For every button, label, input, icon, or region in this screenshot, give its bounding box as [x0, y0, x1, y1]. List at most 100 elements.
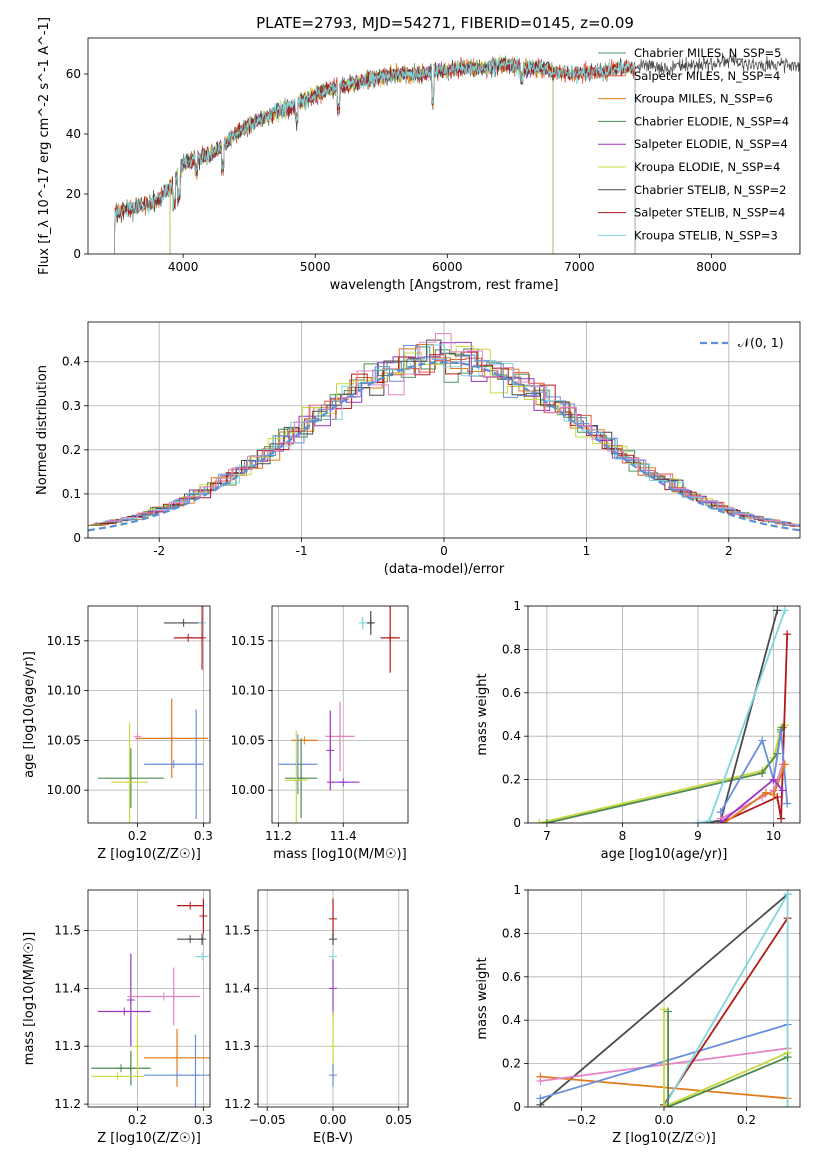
y-axis-label: mass [log10(M/M☉)] — [22, 932, 37, 1065]
weight-line — [539, 893, 789, 1106]
panel-mass-vs-ebv: −0.05 0.00 0.05 11.2 11.3 11.4 11.5 E(B-V) — [224, 889, 412, 1146]
plot-area — [258, 890, 408, 1107]
point-marker — [297, 774, 306, 783]
x-axis-label: (data-model)/error — [384, 562, 505, 577]
data-point — [135, 698, 209, 779]
point-marker — [329, 952, 337, 961]
weight-marker — [783, 630, 792, 639]
weight-line — [723, 764, 786, 823]
data-point — [199, 898, 208, 934]
plot-area — [114, 52, 800, 254]
point-marker — [339, 778, 348, 787]
axes-frame — [527, 605, 801, 824]
x-tick-label: 0.3 — [194, 1113, 213, 1127]
data-point — [127, 992, 201, 1001]
data-point — [126, 953, 135, 1047]
histogram-step — [95, 341, 800, 527]
data-point — [97, 1007, 151, 1016]
point-marker — [329, 1042, 337, 1051]
point-marker — [173, 1053, 182, 1062]
x-tick-label: 2 — [725, 544, 733, 558]
x-tick-label: 1 — [583, 544, 591, 558]
y-tick-label: 10.15 — [47, 634, 81, 648]
x-tick-label: 5000 — [300, 260, 331, 274]
y-tick-label: 10.10 — [231, 684, 265, 698]
point-marker — [116, 1064, 125, 1073]
weight-marker — [762, 788, 770, 797]
legend-entry: Kroupa ELODIE, N_SSP=4 — [634, 160, 780, 174]
x-tick-label: −0.2 — [567, 1113, 596, 1127]
data-point — [380, 606, 400, 673]
point-marker — [126, 1064, 135, 1073]
point-marker — [336, 732, 344, 741]
y-tick-label: 0 — [73, 247, 81, 261]
y-tick-label: 60 — [66, 67, 81, 81]
weight-marker — [769, 790, 778, 799]
weight-marker — [783, 1103, 792, 1107]
weight-marker — [660, 1103, 668, 1107]
axes-frame — [87, 605, 211, 824]
data-point — [97, 748, 164, 809]
x-tick-label: 0.2 — [128, 1113, 147, 1127]
y-tick-label: 11.2 — [224, 1097, 251, 1111]
axes-frame — [257, 889, 409, 1108]
data-point — [278, 734, 318, 795]
point-marker — [198, 633, 207, 642]
y-tick-label: 10.00 — [47, 783, 81, 797]
data-point — [111, 722, 149, 823]
data-point — [284, 738, 318, 819]
x-tick-label: 4000 — [168, 260, 199, 274]
y-tick-label: 1 — [513, 883, 521, 897]
point-marker — [133, 1042, 142, 1051]
data-point — [91, 1064, 151, 1073]
axes-frame — [271, 605, 409, 824]
point-marker — [167, 734, 176, 743]
data-point — [326, 710, 335, 791]
y-tick-label: 0 — [513, 1100, 521, 1114]
weight-marker — [777, 814, 786, 823]
point-marker — [173, 1071, 182, 1080]
y-tick-label: 10.10 — [47, 684, 81, 698]
weight-marker — [542, 819, 551, 823]
point-marker — [186, 935, 195, 944]
point-marker — [133, 732, 142, 741]
y-axis-label: age [log10(age/yr)] — [22, 651, 37, 778]
y-axis-label: Normed distribution — [35, 365, 50, 495]
x-axis-label: Z [log10(Z/Z☉)] — [612, 1131, 716, 1146]
legend-entry: Salpeter ELODIE, N_SSP=4 — [634, 137, 788, 151]
weight-line — [667, 1011, 788, 1107]
data-point — [173, 633, 203, 642]
weight-marker — [778, 786, 787, 795]
weight-line — [720, 634, 789, 823]
data-point — [144, 1071, 210, 1080]
y-tick-label: 11.5 — [54, 924, 81, 938]
weight-marker — [783, 799, 792, 808]
x-tick-label: 10 — [766, 829, 781, 843]
point-marker — [125, 778, 134, 787]
histogram-step — [102, 344, 800, 525]
panel-age-vs-mass: 11.2 11.4 10.00 10.05 10.10 10.15 mass [log10(… — [231, 605, 409, 862]
x-tick-label: −0.05 — [249, 1113, 286, 1127]
plot-area — [88, 606, 210, 823]
y-tick-label: 11.4 — [54, 981, 81, 995]
plot-area — [528, 606, 800, 823]
x-tick-label: 0.2 — [128, 829, 147, 843]
data-point — [163, 618, 204, 627]
point-marker — [329, 935, 337, 944]
point-marker — [199, 912, 208, 921]
y-tick-label: 11.3 — [224, 1039, 251, 1053]
panel-weight-vs-age: 7 8 9 10 0 0.2 0.4 0.6 0.8 1 age [log10(age/yr)] ma… — [475, 599, 801, 862]
point-marker — [169, 760, 178, 769]
x-axis-label: Z [log10(Z/Z☉)] — [97, 847, 201, 862]
weight-marker — [780, 606, 789, 615]
x-tick-label: 11.2 — [265, 829, 292, 843]
point-marker — [186, 901, 195, 910]
data-point — [126, 1050, 135, 1086]
point-marker — [366, 618, 375, 627]
weight-marker — [758, 769, 767, 778]
weight-marker — [758, 736, 767, 745]
point-marker — [329, 984, 337, 993]
y-tick-label: 0.6 — [502, 686, 521, 700]
weight-marker — [769, 775, 778, 784]
weight-marker — [778, 723, 787, 732]
